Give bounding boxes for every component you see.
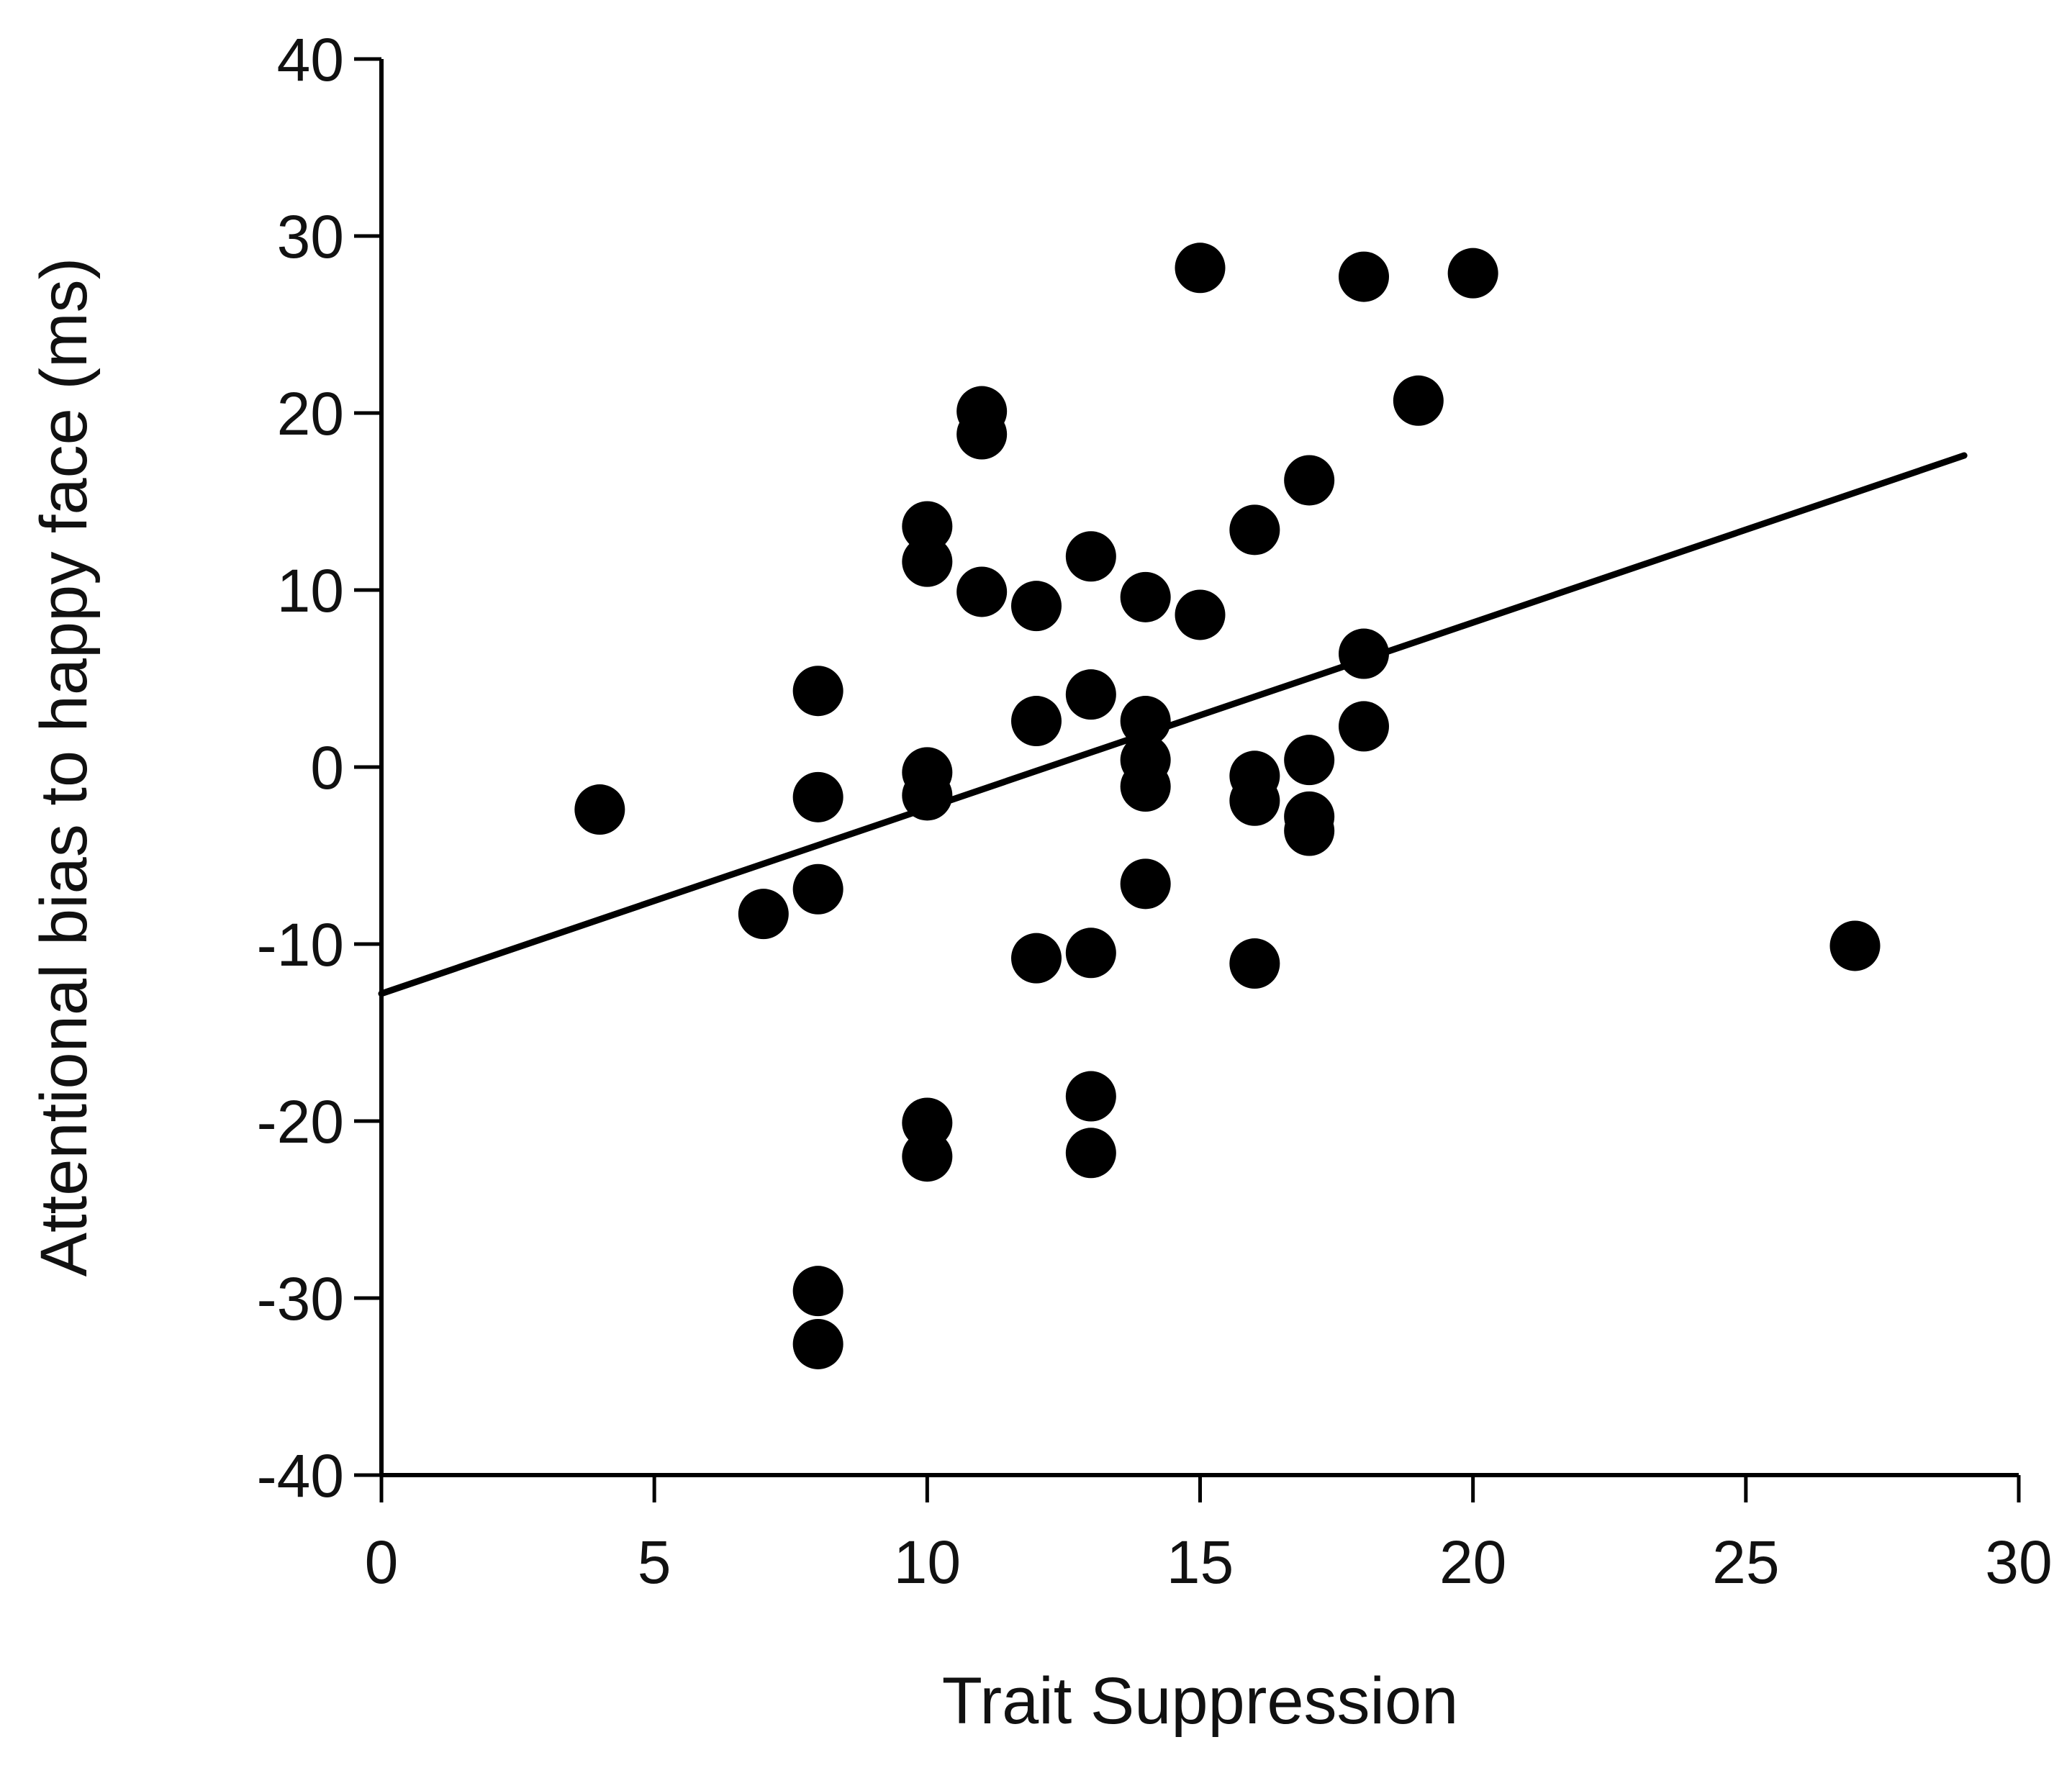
data-point — [902, 501, 953, 552]
x-tick-label: 25 — [1712, 1528, 1779, 1596]
data-point — [1120, 571, 1171, 622]
y-tick-label: 40 — [277, 26, 344, 94]
data-point — [1065, 928, 1116, 979]
x-axis-title: Trait Suppression — [942, 1664, 1459, 1738]
data-point — [1011, 581, 1062, 632]
plot-area — [378, 242, 1968, 1369]
data-point — [1120, 696, 1171, 747]
data-point — [738, 889, 789, 940]
data-point — [1229, 504, 1280, 556]
y-tick-label: 0 — [310, 734, 344, 802]
y-tick-label: 20 — [277, 380, 344, 448]
y-tick-label: 10 — [277, 557, 344, 625]
data-point — [1829, 920, 1881, 971]
data-point — [1339, 628, 1389, 679]
data-point — [792, 1318, 843, 1369]
data-point — [1011, 696, 1062, 747]
x-tick-label: 5 — [638, 1528, 671, 1596]
data-point — [1339, 251, 1389, 302]
y-axis-title: Attentional bias to happy face (ms) — [27, 258, 101, 1277]
data-point — [792, 666, 843, 717]
x-tick-label: 0 — [365, 1528, 399, 1596]
data-point — [1011, 933, 1062, 984]
axes: -40 -30 -20 -10 0 10 20 30 40 0 5 10 15 20 25 30 — [257, 26, 2053, 1596]
data-point — [902, 536, 953, 587]
data-point — [1175, 589, 1226, 640]
data-point — [956, 409, 1008, 460]
data-point — [1120, 858, 1171, 910]
data-point — [1065, 1071, 1116, 1122]
x-tick-label: 30 — [1985, 1528, 2052, 1596]
data-point — [902, 770, 953, 821]
data-point — [792, 1266, 843, 1317]
data-point — [792, 771, 843, 822]
y-tick-label: 30 — [277, 203, 344, 271]
data-point — [1339, 701, 1389, 752]
x-tick-label: 15 — [1167, 1528, 1234, 1596]
data-point — [1447, 248, 1498, 299]
data-point — [1065, 531, 1116, 582]
data-point — [1229, 775, 1280, 826]
data-point — [1175, 242, 1226, 294]
data-point — [1393, 375, 1444, 426]
trend-line — [378, 452, 1968, 997]
y-tick-label: -10 — [257, 911, 344, 979]
x-tick-label: 10 — [894, 1528, 961, 1596]
data-point — [1229, 938, 1280, 989]
y-tick-label: -30 — [257, 1265, 344, 1333]
data-point — [574, 784, 625, 835]
data-point — [1065, 669, 1116, 720]
data-point — [1284, 735, 1335, 786]
data-point — [1284, 805, 1335, 856]
data-point — [1120, 761, 1171, 812]
data-point — [792, 863, 843, 915]
y-tick-label: -20 — [257, 1088, 344, 1156]
y-tick-label: -40 — [257, 1442, 344, 1510]
data-point — [902, 1131, 953, 1182]
data-point — [1065, 1128, 1116, 1179]
data-point — [956, 566, 1008, 617]
x-tick-label: 20 — [1439, 1528, 1506, 1596]
data-point — [1284, 455, 1335, 506]
